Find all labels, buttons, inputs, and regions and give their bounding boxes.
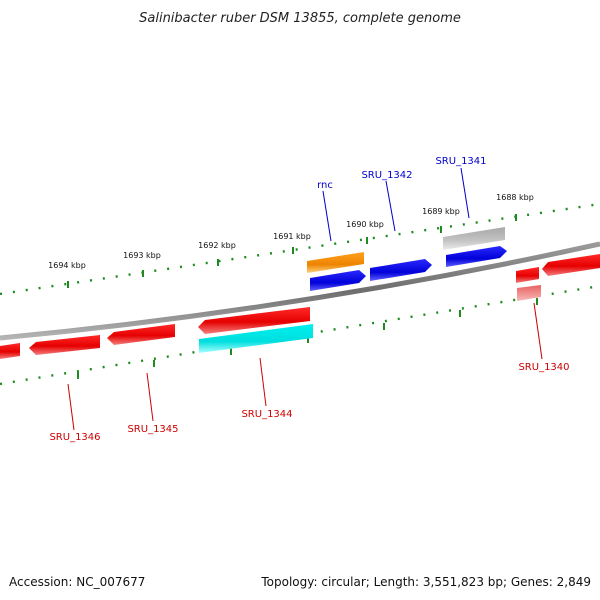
- gene-label-sru-1346[interactable]: SRU_1346: [49, 432, 100, 443]
- gene-sru-1340[interactable]: [516, 267, 539, 283]
- position-label: 1691 kbp: [273, 232, 311, 241]
- genome-summary-text: Topology: circular; Length: 3,551,823 bp…: [260, 575, 591, 589]
- reverse-strand-genes: [0, 267, 541, 359]
- position-label: 1692 kbp: [198, 241, 236, 250]
- forward-strand-genes: [307, 227, 600, 291]
- position-label: 1688 kbp: [496, 193, 534, 202]
- outer-tick-scale: [0, 202, 600, 296]
- leader-line-rnc: [322, 190, 332, 242]
- gene-label-sru-1342[interactable]: SRU_1342: [361, 170, 412, 181]
- gene-sru-1344-cds[interactable]: [199, 324, 313, 353]
- leader-line-sru-1342: [385, 180, 396, 232]
- outer-scale-dots: [0, 202, 600, 296]
- gene-label-sru-1345[interactable]: SRU_1345: [127, 424, 178, 435]
- gene-sru-1342[interactable]: [370, 259, 432, 281]
- position-label: 1690 kbp: [346, 220, 384, 229]
- gene-labels: rnc SRU_1342 SRU_1341 SRU_1340 SRU_1344 …: [49, 156, 569, 443]
- gene-sru-1344[interactable]: [198, 307, 310, 334]
- position-label: 1694 kbp: [48, 261, 86, 270]
- genome-backbone: [0, 241, 600, 341]
- leader-line-sru-1340: [533, 302, 543, 360]
- leader-line-sru-1341: [460, 167, 470, 219]
- leader-lines: [67, 167, 543, 431]
- gene-sru-1346[interactable]: [29, 335, 100, 355]
- leader-line-sru-1346: [67, 383, 75, 431]
- leader-line-sru-1345: [146, 372, 154, 422]
- position-labels: 1694 kbp 1693 kbp 1692 kbp 1691 kbp 1690…: [48, 193, 534, 270]
- gene-sru-1341-blue[interactable]: [446, 246, 507, 267]
- gene-sru-1345[interactable]: [107, 324, 175, 345]
- gene-right-edge[interactable]: [542, 254, 600, 276]
- gene-label-rnc[interactable]: rnc: [317, 180, 333, 191]
- accession-text: Accession: NC_007677: [9, 575, 145, 589]
- position-label: 1689 kbp: [422, 207, 460, 216]
- gene-sru-1340-rna[interactable]: [517, 285, 541, 301]
- map-title: Salinibacter ruber DSM 13855, complete g…: [139, 11, 461, 26]
- leader-line-sru-1344: [259, 357, 267, 407]
- gene-rnc-cds[interactable]: [310, 270, 366, 291]
- position-label: 1693 kbp: [123, 251, 161, 260]
- gene-label-sru-1341[interactable]: SRU_1341: [435, 156, 486, 167]
- gene-rnc[interactable]: [307, 252, 364, 273]
- gene-label-sru-1344[interactable]: SRU_1344: [241, 409, 292, 420]
- gene-sru-1341-gray[interactable]: [443, 227, 505, 250]
- gene-left-edge[interactable]: [0, 343, 20, 359]
- gene-label-sru-1340[interactable]: SRU_1340: [518, 362, 569, 373]
